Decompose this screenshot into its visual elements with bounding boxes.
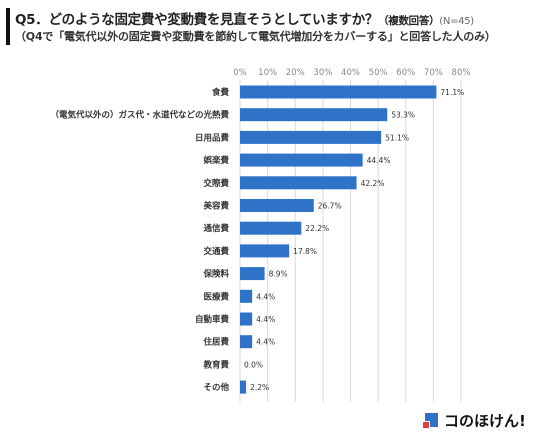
bar bbox=[240, 312, 253, 326]
bar bbox=[240, 153, 363, 167]
bar bbox=[240, 335, 253, 349]
title-accent-bar bbox=[6, 8, 10, 45]
category-label: 日用品費 bbox=[195, 132, 230, 143]
chart-title: Q5．どのような固定費や変動費を見直そうとしていますか？（複数回答）(N=45) bbox=[15, 8, 474, 28]
bar bbox=[240, 244, 290, 258]
data-label: 53.3% bbox=[391, 111, 415, 120]
data-label: 2.2% bbox=[250, 383, 269, 392]
x-tick-label: 60% bbox=[396, 68, 415, 78]
chart-header: Q5．どのような固定費や変動費を見直そうとしていますか？（複数回答）(N=45)… bbox=[0, 6, 536, 50]
bar bbox=[240, 221, 302, 235]
category-label: （電気代以外の）ガス代・水道代などの光熱費 bbox=[50, 110, 229, 121]
bar bbox=[240, 85, 437, 99]
x-tick-label: 50% bbox=[369, 68, 388, 78]
category-label: 教育費 bbox=[202, 359, 229, 370]
data-label: 51.1% bbox=[385, 133, 409, 142]
bar bbox=[240, 380, 247, 394]
data-label: 42.2% bbox=[361, 179, 385, 188]
bar bbox=[240, 199, 314, 212]
category-label: 住居費 bbox=[203, 337, 229, 348]
chart-subtitle: （Q4で「電気代以外の固定費や変動費を節約して電気代増加分をカバーする」と回答し… bbox=[15, 30, 496, 43]
data-label: 8.9% bbox=[269, 270, 288, 279]
data-label: 0.0% bbox=[244, 360, 263, 369]
x-tick-label: 10% bbox=[258, 68, 277, 78]
x-tick-label: 80% bbox=[452, 68, 471, 78]
logo-text: コのほけん! bbox=[444, 412, 526, 430]
x-tick-label: 40% bbox=[341, 68, 360, 78]
data-label: 4.4% bbox=[256, 338, 275, 347]
data-label: 44.4% bbox=[367, 156, 391, 165]
bar bbox=[240, 108, 388, 122]
category-label: 交通費 bbox=[203, 246, 229, 257]
category-label: 食費 bbox=[212, 87, 230, 98]
category-label: 自動車費 bbox=[195, 314, 230, 325]
data-label: 26.7% bbox=[318, 202, 342, 211]
x-tick-label: 20% bbox=[286, 68, 305, 78]
category-label: 医療費 bbox=[203, 291, 229, 302]
chart-title-main: Q5．どのような固定費や変動費を見直そうとしていますか？ bbox=[15, 12, 379, 28]
bar bbox=[240, 130, 382, 144]
data-label: 4.4% bbox=[256, 292, 275, 301]
data-label: 4.4% bbox=[256, 315, 275, 324]
data-label: 22.2% bbox=[305, 224, 329, 233]
brand-logo: コのほけん! bbox=[418, 409, 536, 433]
category-label: 通信費 bbox=[203, 223, 229, 234]
category-label: その他 bbox=[203, 382, 229, 393]
category-label: 保険料 bbox=[202, 269, 229, 280]
bar bbox=[240, 289, 253, 303]
category-label: 交際費 bbox=[203, 178, 229, 189]
chart-sample-size: (N=45) bbox=[439, 16, 474, 27]
logo-icon bbox=[422, 413, 438, 429]
x-tick-label: 30% bbox=[313, 68, 332, 78]
data-label: 71.1% bbox=[440, 88, 464, 97]
category-label: 娯楽費 bbox=[203, 155, 229, 166]
bar bbox=[240, 176, 357, 190]
bar bbox=[240, 267, 265, 281]
x-tick-label: 70% bbox=[424, 68, 443, 78]
x-tick-label: 0% bbox=[233, 68, 247, 78]
chart-title-qualifier: （複数回答） bbox=[378, 15, 440, 27]
data-label: 17.8% bbox=[293, 247, 317, 256]
category-label: 美容費 bbox=[203, 201, 229, 212]
